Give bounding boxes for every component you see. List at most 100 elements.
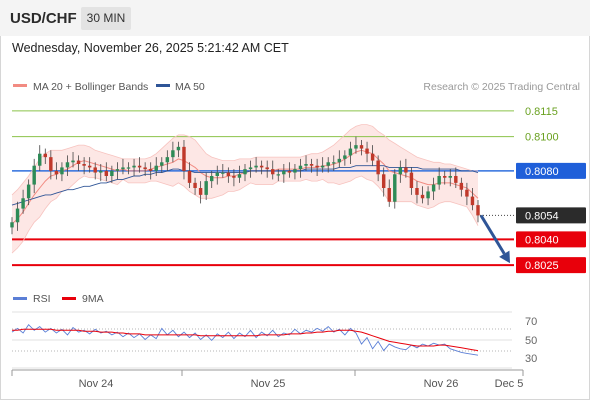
rsi-ma9-line: [12, 328, 479, 352]
rsi-panel: [11, 323, 479, 356]
candle-body: [193, 182, 197, 188]
ma50-legend-label: MA 50: [175, 81, 205, 93]
candle-body: [315, 165, 319, 168]
candles: [10, 136, 480, 235]
candle-body: [232, 176, 236, 178]
level-tag: [516, 231, 586, 248]
candle-body: [343, 155, 347, 159]
candle-body: [32, 165, 36, 185]
time-label: Nov 24: [79, 378, 114, 390]
candle-body: [132, 165, 136, 168]
candle-body: [259, 165, 264, 168]
candle-body: [354, 145, 358, 149]
candle-body: [348, 148, 353, 156]
rsi-line: [11, 323, 479, 356]
current-price-tag: [516, 207, 586, 224]
candle-body: [442, 176, 447, 178]
ma9-legend-swatch: [62, 297, 76, 300]
bollinger-lower-line: [11, 175, 479, 254]
bollinger-band-fill: [12, 124, 478, 254]
candle-body: [82, 164, 86, 166]
level-lines: [12, 110, 514, 267]
level-label: 0.8025: [525, 260, 559, 272]
candle-body: [393, 174, 397, 202]
forecast-arrow-head: [499, 250, 510, 264]
forecast-arrow: [479, 214, 510, 264]
gridlines: [12, 311, 512, 369]
candle-body: [309, 164, 314, 166]
header-bar: USD/CHF 30 MIN: [0, 0, 590, 36]
candle-body: [415, 188, 419, 195]
current-price-label: 0.8054: [525, 210, 559, 222]
level-tag: [516, 257, 586, 274]
candle-body: [43, 153, 48, 158]
candle-body: [209, 176, 214, 182]
candle-body: [304, 164, 308, 166]
candle-body: [282, 170, 286, 175]
rsi-tick-label: 30: [525, 353, 537, 365]
candle-body: [71, 160, 75, 163]
ma20-legend-swatch: [13, 84, 27, 87]
rsi-tick-label: 50: [525, 335, 537, 347]
symbol-label: USD/CHF: [10, 10, 77, 27]
candle-body: [254, 165, 258, 168]
level-label: 0.8100: [525, 132, 559, 144]
rsi-legend-label: RSI: [33, 293, 51, 305]
ma50-legend-swatch: [156, 84, 170, 87]
candle-body: [15, 208, 20, 223]
candle-body: [87, 165, 92, 168]
level-label: 0.8080: [525, 166, 559, 178]
rsi-legend: RSI 9MA: [13, 293, 104, 305]
candle-body: [121, 167, 125, 170]
candle-body: [248, 167, 253, 170]
time-label: Nov 25: [251, 378, 286, 390]
candle-body: [182, 146, 186, 171]
candle-body: [365, 148, 369, 154]
candle-body: [21, 198, 25, 209]
candle-body: [237, 174, 242, 178]
candle-body: [49, 157, 53, 171]
candle-body: [148, 169, 153, 171]
ma20-legend-label: MA 20 + Bollinger Bands: [33, 81, 148, 93]
candle-body: [376, 160, 380, 175]
candle-body: [115, 169, 120, 171]
interval-button[interactable]: 30 MIN: [81, 7, 131, 30]
candle-body: [65, 162, 70, 168]
candle-body: [381, 174, 386, 188]
candle-body: [54, 170, 59, 175]
level-label: 0.8040: [525, 234, 559, 246]
price-legend: MA 20 + Bollinger Bands MA 50 Research ©…: [13, 81, 580, 93]
candle-body: [320, 165, 325, 168]
candle-body: [431, 184, 436, 192]
candle-body: [126, 167, 131, 169]
candle-body: [76, 160, 81, 164]
candle-body: [198, 188, 203, 195]
rsi-tick-label: 70: [525, 316, 537, 328]
candle-body: [176, 146, 181, 151]
candle-body: [60, 167, 64, 175]
candle-body: [204, 181, 208, 195]
candle-body: [459, 182, 464, 190]
candle-body: [420, 194, 425, 199]
candle-body: [110, 170, 114, 176]
rsi-axis: 70 50 30: [525, 316, 537, 365]
candle-body: [215, 172, 219, 176]
candle-body: [38, 153, 42, 166]
candle-body: [437, 176, 441, 185]
candle-body: [387, 188, 391, 202]
candle-body: [154, 165, 158, 171]
candle-body: [476, 205, 480, 216]
datetime-label: Wednesday, November 26, 2025 5:21:42 AM …: [12, 41, 289, 55]
candle-body: [265, 167, 269, 170]
candle-body: [226, 172, 231, 176]
candle-body: [359, 145, 364, 149]
candle-body: [160, 162, 164, 166]
candle-body: [104, 170, 109, 176]
candle-body: [293, 169, 297, 173]
candle-body: [243, 169, 247, 175]
candle-body: [470, 196, 475, 206]
candle-body: [221, 172, 225, 174]
candle-body: [448, 176, 452, 178]
candle-body: [287, 170, 292, 173]
